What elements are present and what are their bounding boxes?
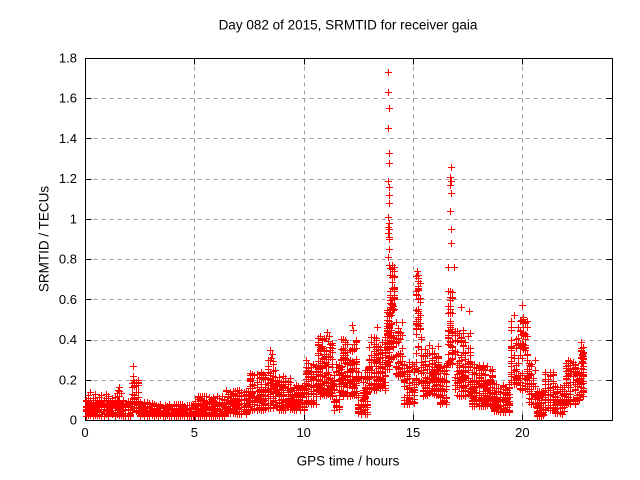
x-axis-title: GPS time / hours (296, 453, 400, 469)
y-tick-label: 1.2 (59, 171, 77, 186)
x-tick-label: 15 (406, 425, 420, 440)
x-tick-label: 20 (515, 425, 529, 440)
y-tick-label: 0.6 (59, 292, 77, 307)
y-tick-label: 0.4 (59, 332, 77, 347)
y-tick-label: 1.4 (59, 131, 77, 146)
y-tick-label: 1.8 (59, 51, 77, 66)
y-axis-title: SRMTID / TECUs (36, 185, 52, 293)
y-tick-label: 0.8 (59, 252, 77, 267)
y-tick-label: 1.6 (59, 91, 77, 106)
y-tick-label: 0.2 (59, 372, 77, 387)
plot-border (85, 58, 613, 421)
y-tick-label: 0 (70, 413, 77, 428)
axis-ticks (85, 58, 613, 421)
scatter-points-series (83, 69, 587, 420)
x-tick-label: 5 (191, 425, 198, 440)
x-tick-label: 10 (296, 425, 310, 440)
y-tick-label: 1 (70, 211, 77, 226)
chart-title: Day 082 of 2015, SRMTID for receiver gai… (218, 17, 478, 33)
x-tick-label: 0 (81, 425, 88, 440)
